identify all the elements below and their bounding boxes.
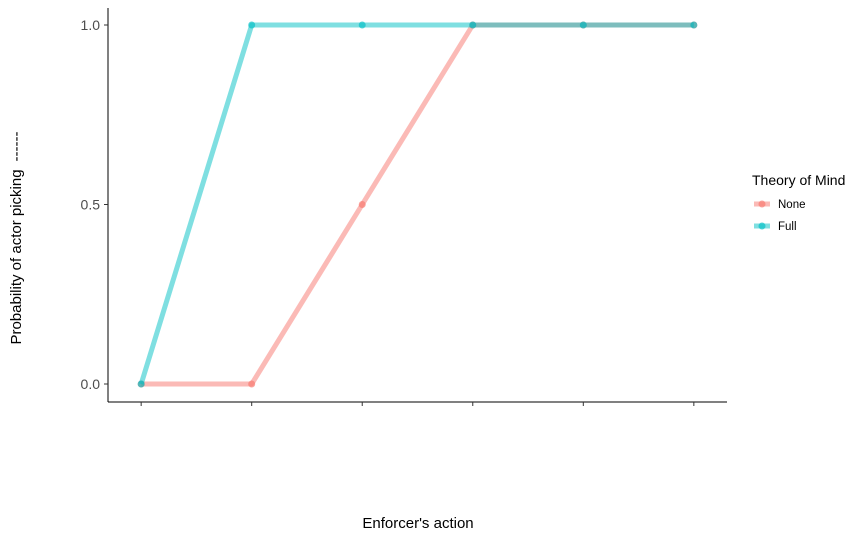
x-axis-title: Enforcer's action	[362, 515, 473, 532]
y-tick-label-0.5: 0.5	[81, 197, 101, 213]
data-point-full-4	[469, 21, 477, 29]
y-axis-title: Probability of actor picking ------	[8, 131, 25, 344]
y-axis-title-text: Probability of actor picking	[8, 169, 25, 344]
data-point-none-2	[248, 380, 256, 388]
y-axis-title-dashes: ------	[8, 131, 25, 161]
legend-label-full: Full	[778, 221, 797, 233]
data-point-full-5	[579, 21, 587, 29]
series-line-full	[138, 22, 694, 385]
legend-title: Theory of Mind	[752, 172, 845, 188]
legend-label-none: None	[778, 199, 806, 211]
series-layer	[137, 21, 698, 388]
data-point-full-3	[358, 21, 366, 29]
y-tick-label-1.0: 1.0	[81, 17, 101, 33]
legend-swatch-point-none	[758, 200, 766, 208]
legend-swatch-point-full	[758, 222, 766, 230]
y-tick-label-0.0: 0.0	[81, 376, 101, 392]
x-axis	[108, 401, 727, 406]
data-point-full-2	[248, 21, 256, 29]
data-point-none-3	[358, 201, 366, 208]
series-line-none	[141, 22, 694, 387]
legend: Theory of Mind None Full	[752, 172, 845, 233]
y-axis: 0.0 0.5 1.0	[81, 8, 109, 402]
data-point-full-6	[690, 21, 698, 29]
data-point-full-1	[137, 380, 145, 388]
